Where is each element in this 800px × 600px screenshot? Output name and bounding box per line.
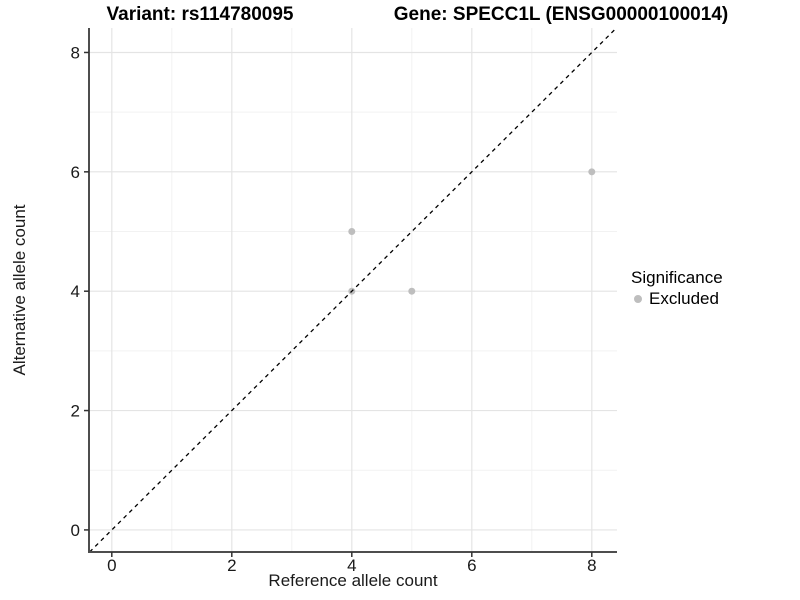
y-tick-label: 8 [71,43,80,62]
plot-title-variant: Variant: rs114780095 [106,4,294,25]
y-tick-label: 0 [71,521,80,540]
x-axis-title: Reference allele count [268,571,438,590]
y-axis-title: Alternative allele count [10,204,29,376]
data-point [408,287,416,295]
data-point [348,228,356,236]
y-tick-label: 4 [71,282,80,301]
legend-item-label: Excluded [649,289,719,308]
x-tick-label: 8 [587,556,596,575]
legend: Significance Excluded [631,268,723,309]
data-point [588,168,596,176]
x-tick-label: 4 [347,556,356,575]
y-tick-label: 2 [71,402,80,421]
identity-line [89,27,617,553]
legend-item: Excluded [631,289,723,309]
legend-key-dot [634,295,642,303]
y-tick-label: 6 [71,163,80,182]
x-tick-label: 2 [227,556,236,575]
x-tick-label: 6 [467,556,476,575]
plot-title-gene: Gene: SPECC1L (ENSG00000100014) [393,4,729,25]
x-tick-label: 0 [107,556,116,575]
legend-title: Significance [631,268,723,287]
